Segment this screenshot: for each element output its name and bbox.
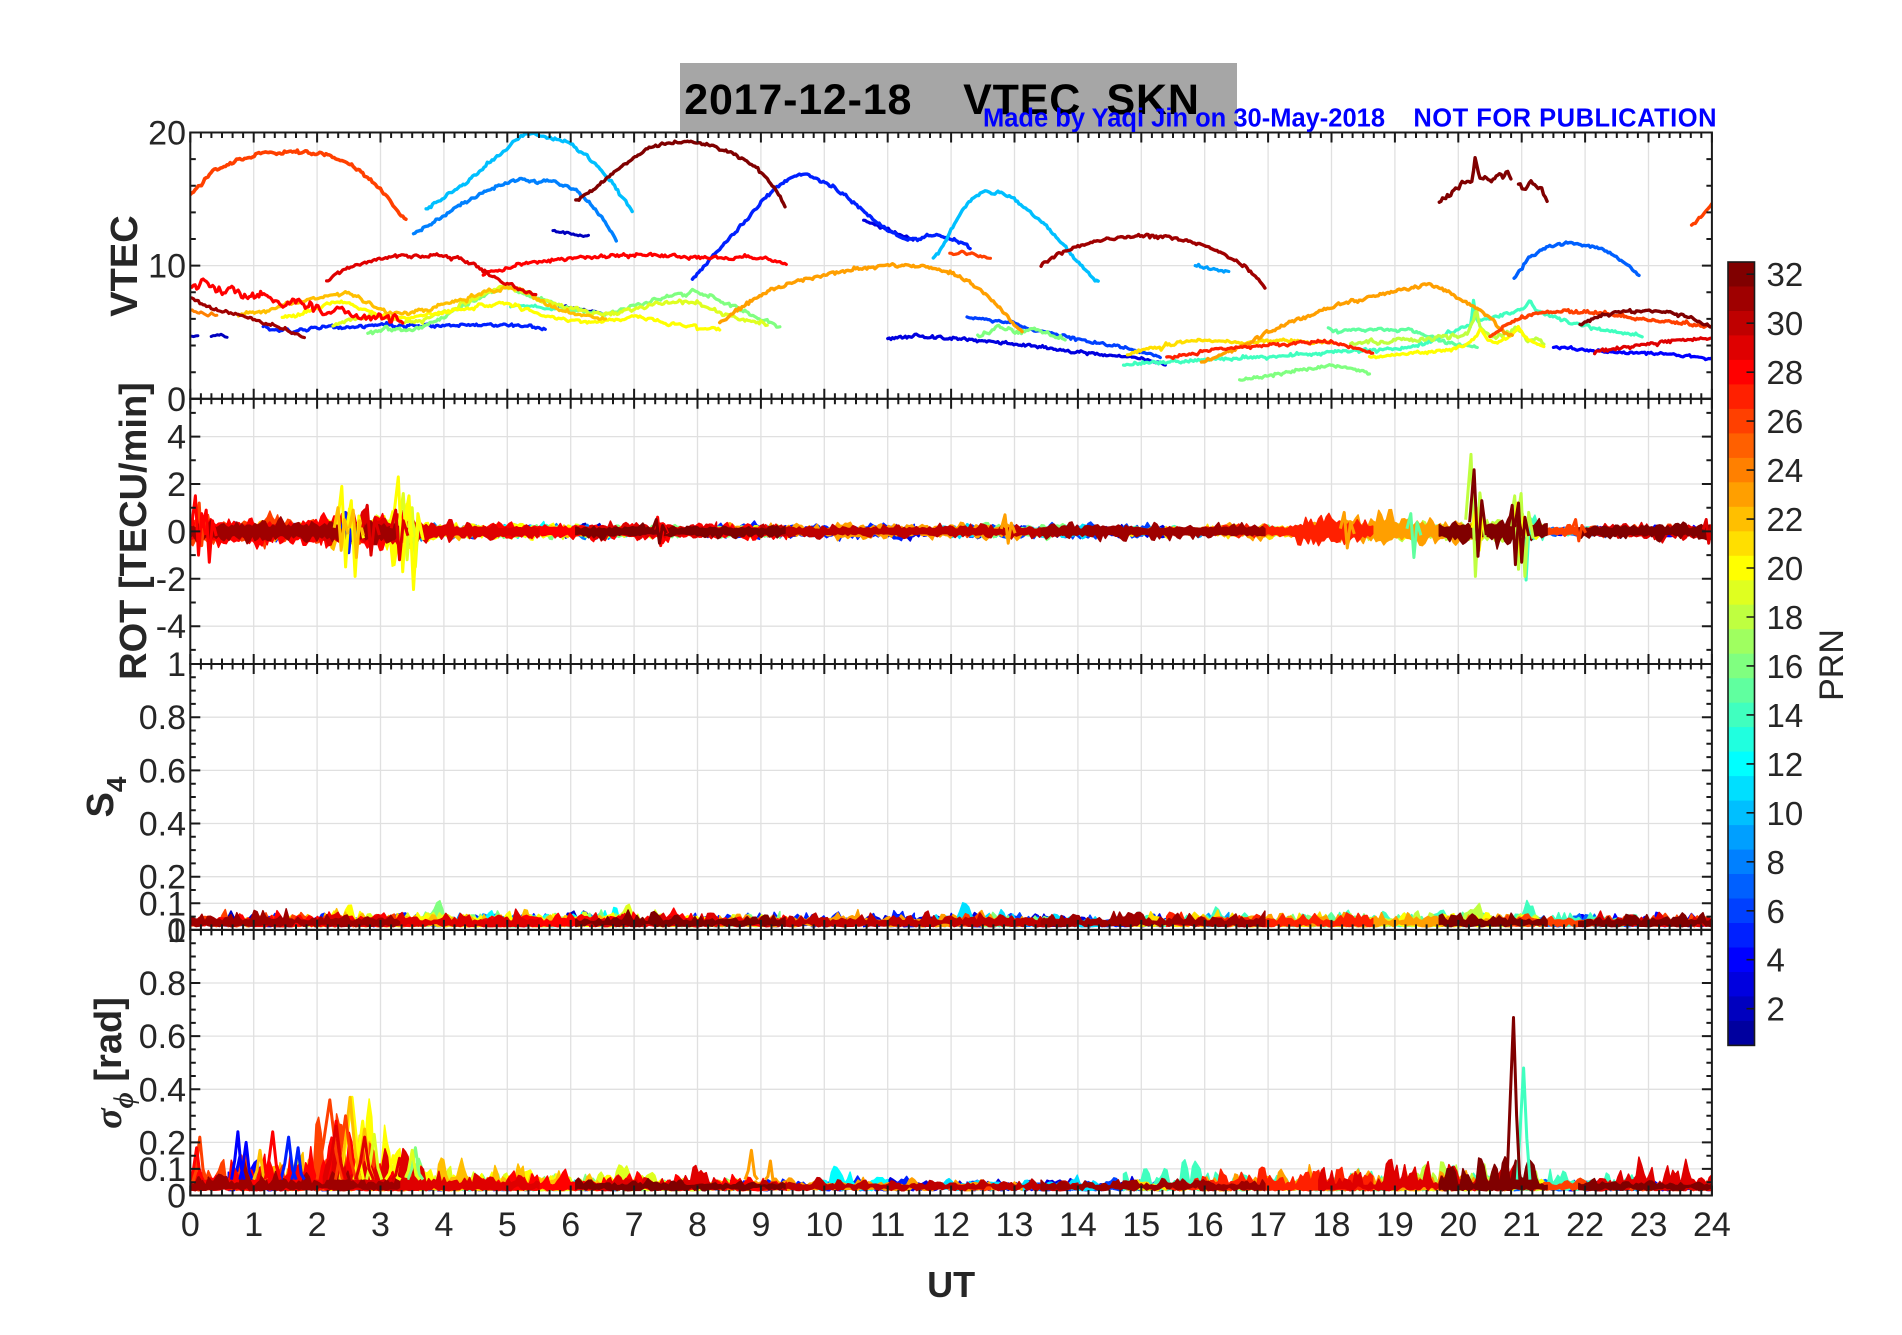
svg-text:0.4: 0.4	[139, 806, 186, 844]
svg-text:14: 14	[1059, 1206, 1097, 1244]
svg-text:13: 13	[996, 1206, 1034, 1244]
svg-text:0: 0	[167, 381, 186, 419]
svg-text:23: 23	[1630, 1206, 1668, 1244]
svg-text:9: 9	[751, 1206, 770, 1244]
svg-text:21: 21	[1503, 1206, 1541, 1244]
svg-text:VTEC: VTEC	[104, 215, 146, 316]
svg-text:2017-12-18 VTEC SKN: 2017-12-18 VTEC SKN	[684, 76, 1200, 124]
svg-text:15: 15	[1122, 1206, 1160, 1244]
svg-text:26: 26	[1767, 403, 1804, 440]
svg-text:11: 11	[870, 1206, 905, 1244]
svg-text:ROT [TECU/min]: ROT [TECU/min]	[113, 382, 155, 680]
svg-text:0.1: 0.1	[139, 1151, 186, 1189]
svg-text:18: 18	[1313, 1206, 1351, 1244]
svg-text:NOT FOR PUBLICATION: NOT FOR PUBLICATION	[1413, 105, 1717, 133]
svg-text:10: 10	[805, 1206, 843, 1244]
svg-text:0.8: 0.8	[139, 965, 186, 1003]
svg-text:0: 0	[167, 912, 186, 950]
svg-text:Made by Yaqi Jin on 30-May-201: Made by Yaqi Jin on 30-May-2018	[983, 105, 1385, 133]
svg-text:16: 16	[1186, 1206, 1224, 1244]
svg-text:1: 1	[244, 1206, 263, 1244]
svg-text:0.1: 0.1	[139, 885, 186, 923]
svg-text:14: 14	[1767, 697, 1804, 734]
svg-text:0.2: 0.2	[139, 859, 186, 897]
svg-text:4: 4	[167, 419, 186, 457]
svg-text:1: 1	[167, 912, 186, 950]
svg-text:0.2: 0.2	[139, 1124, 186, 1162]
svg-text:σϕ [rad]: σϕ [rad]	[88, 997, 140, 1129]
svg-text:0: 0	[181, 1206, 200, 1244]
svg-text:19: 19	[1376, 1206, 1414, 1244]
svg-text:3: 3	[371, 1206, 390, 1244]
svg-text:24: 24	[1693, 1206, 1731, 1244]
svg-text:UT: UT	[927, 1264, 975, 1305]
svg-text:32: 32	[1767, 256, 1804, 293]
svg-text:0.6: 0.6	[139, 1018, 186, 1056]
svg-text:0.4: 0.4	[139, 1071, 186, 1109]
svg-text:8: 8	[1767, 844, 1785, 881]
svg-text:6: 6	[561, 1206, 580, 1244]
svg-text:0: 0	[167, 513, 186, 551]
svg-text:24: 24	[1767, 452, 1804, 489]
svg-text:20: 20	[148, 115, 186, 153]
svg-text:22: 22	[1767, 501, 1804, 538]
svg-text:4: 4	[1767, 942, 1785, 979]
svg-text:0.8: 0.8	[139, 699, 186, 737]
svg-text:1: 1	[167, 646, 186, 684]
svg-text:17: 17	[1249, 1206, 1287, 1244]
svg-text:7: 7	[625, 1206, 644, 1244]
svg-text:2: 2	[1767, 991, 1785, 1028]
svg-text:16: 16	[1767, 648, 1804, 685]
svg-text:8: 8	[688, 1206, 707, 1244]
svg-text:12: 12	[932, 1206, 970, 1244]
svg-text:22: 22	[1566, 1206, 1604, 1244]
svg-text:0.6: 0.6	[139, 752, 186, 790]
svg-text:10: 10	[1767, 795, 1804, 832]
svg-text:-4: -4	[156, 608, 186, 646]
svg-text:20: 20	[1439, 1206, 1477, 1244]
svg-text:2: 2	[167, 466, 186, 504]
svg-text:-2: -2	[156, 561, 186, 599]
svg-text:2: 2	[308, 1206, 327, 1244]
svg-text:10: 10	[148, 248, 186, 286]
svg-text:5: 5	[498, 1206, 517, 1244]
svg-text:20: 20	[1767, 550, 1804, 587]
svg-text:0: 0	[167, 1178, 186, 1216]
svg-text:18: 18	[1767, 599, 1804, 636]
svg-text:28: 28	[1767, 354, 1804, 391]
svg-text:12: 12	[1767, 746, 1804, 783]
svg-text:4: 4	[434, 1206, 453, 1244]
svg-text:6: 6	[1767, 893, 1785, 930]
svg-text:PRN: PRN	[1813, 629, 1851, 701]
svg-text:30: 30	[1767, 305, 1804, 342]
